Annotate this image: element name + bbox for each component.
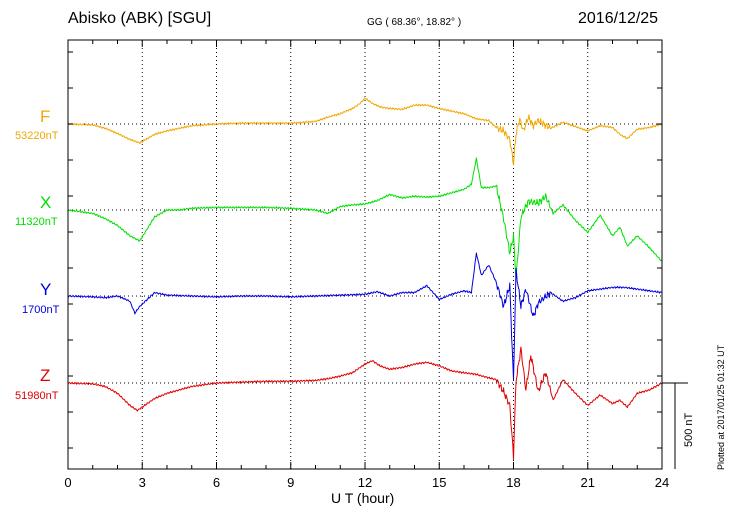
x-tick-label-15: 15 [432,475,446,490]
grid-lines [68,40,662,469]
x-axis-label: U T (hour) [331,490,395,506]
scale-bar-label: 500 nT [683,412,695,447]
series-layer [67,97,663,461]
x-tick-label-18: 18 [506,475,520,490]
x-tick-label-24: 24 [655,475,669,490]
series-line-y [67,252,663,381]
channel-x-name: X [40,193,52,212]
x-tick-label-3: 3 [139,475,146,490]
x-tick-label-9: 9 [287,475,294,490]
x-axis-ticks: 0 3 6 9 12 15 18 21 24 [64,40,669,490]
series-line-f [67,97,663,165]
channel-y-name: Y [40,280,52,299]
x-tick-label-0: 0 [64,475,71,490]
date-label: 2016/12/25 [578,10,659,27]
x-tick-label-6: 6 [213,475,220,490]
station-title: Abisko (ABK) [SGU] [68,10,212,27]
geographic-coords: GG ( 68.36°, 18.82° ) [367,17,462,28]
series-line-z [67,346,663,461]
scale-bar [662,382,688,469]
channel-z-name: Z [40,366,51,385]
channel-f-name: F [40,107,51,126]
channel-y-baseline: 1700nT [22,304,60,316]
x-tick-label-12: 12 [358,475,372,490]
channel-z-baseline: 51980nT [15,390,59,402]
plotted-timestamp: Plotted at 2017/01/25 01:32 UT [716,344,726,470]
series-line-x [67,157,663,279]
x-tick-label-21: 21 [581,475,595,490]
channel-x-baseline: 11320nT [15,216,58,228]
channel-f-baseline: 53220nT [15,130,59,142]
